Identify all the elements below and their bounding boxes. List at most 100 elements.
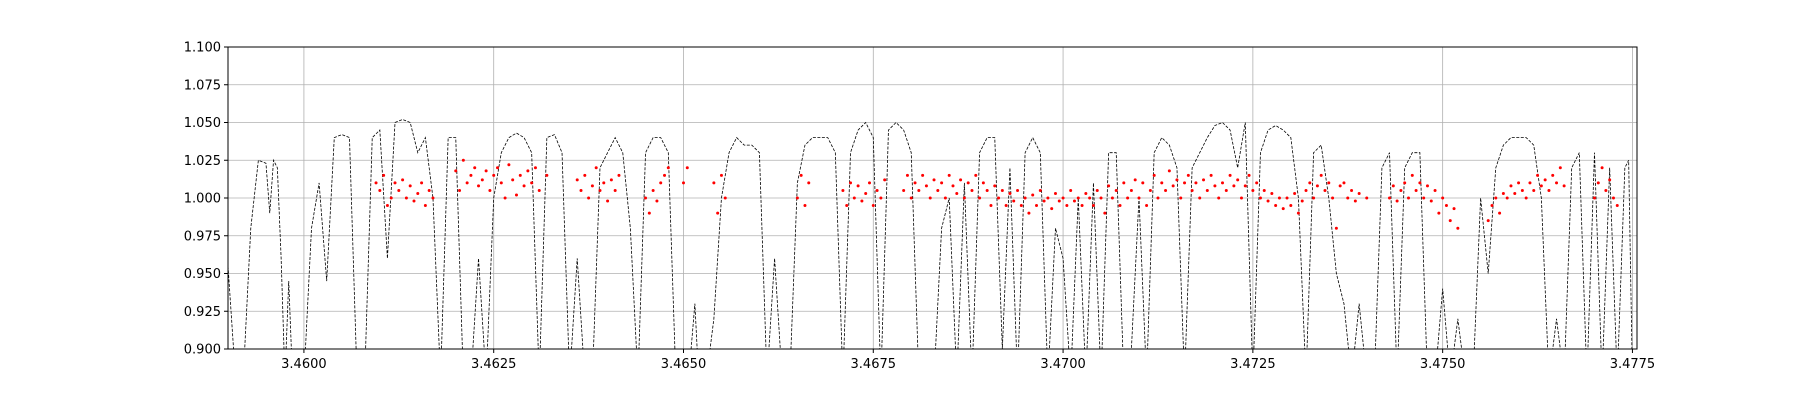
- data-point: [1266, 199, 1270, 203]
- data-point: [530, 181, 534, 185]
- data-point: [1327, 181, 1331, 185]
- data-point: [1274, 204, 1278, 208]
- data-point: [1118, 204, 1122, 208]
- data-point: [921, 173, 925, 177]
- ticks: 0.900 0.925 0.950 0.975 1.000 1.025 1.050 1.075…: [184, 41, 1655, 373]
- data-point: [852, 196, 856, 200]
- data-point: [511, 178, 515, 182]
- data-point: [1547, 188, 1551, 192]
- data-point: [609, 178, 613, 182]
- data-point: [484, 169, 488, 173]
- data-point: [1103, 211, 1107, 215]
- data-point: [503, 196, 507, 200]
- data-point: [845, 204, 849, 208]
- data-point: [932, 178, 936, 182]
- data-point: [909, 196, 913, 200]
- data-point: [416, 191, 420, 195]
- y-tick-label: 0.900: [184, 343, 221, 358]
- data-point: [1202, 178, 1206, 182]
- data-point: [666, 166, 670, 170]
- data-point: [423, 204, 427, 208]
- data-point: [1099, 196, 1103, 200]
- data-point: [1065, 204, 1069, 208]
- data-point: [1357, 191, 1361, 195]
- data-point: [712, 181, 716, 185]
- y-tick-label: 1.075: [184, 78, 221, 93]
- data-point: [1331, 196, 1335, 200]
- data-point: [905, 173, 909, 177]
- data-point: [1224, 188, 1228, 192]
- data-point: [1167, 169, 1171, 173]
- data-point: [1615, 204, 1619, 208]
- data-point: [1429, 199, 1433, 203]
- data-point: [1137, 196, 1141, 200]
- data-point: [587, 196, 591, 200]
- data-point: [1228, 173, 1232, 177]
- data-point: [1441, 196, 1445, 200]
- y-tick-label: 0.925: [184, 305, 221, 320]
- data-point: [1505, 196, 1509, 200]
- data-point: [1080, 204, 1084, 208]
- data-point: [1600, 166, 1604, 170]
- data-point: [883, 178, 887, 182]
- data-point: [496, 166, 500, 170]
- data-point: [488, 188, 492, 192]
- data-point: [492, 173, 496, 177]
- data-point: [1558, 166, 1562, 170]
- data-point: [397, 188, 401, 192]
- data-point: [974, 173, 978, 177]
- data-point: [1399, 188, 1403, 192]
- data-point: [1388, 196, 1392, 200]
- data-point: [378, 188, 382, 192]
- data-point: [1205, 188, 1209, 192]
- data-point: [1164, 188, 1168, 192]
- data-point: [1035, 204, 1039, 208]
- data-point: [598, 188, 602, 192]
- data-point: [579, 188, 583, 192]
- data-point: [681, 181, 685, 185]
- data-point: [583, 173, 587, 177]
- data-point: [1315, 184, 1319, 188]
- data-point: [537, 188, 541, 192]
- data-point: [924, 184, 928, 188]
- y-tick-label: 1.025: [184, 154, 221, 169]
- data-point: [849, 181, 853, 185]
- x-tick-label: 3.4600: [281, 357, 327, 372]
- data-point: [477, 184, 481, 188]
- data-point: [1209, 173, 1213, 177]
- data-point: [993, 184, 997, 188]
- data-point: [1513, 191, 1517, 195]
- data-point: [1608, 178, 1612, 182]
- x-tick-label: 3.4700: [1040, 357, 1086, 372]
- data-point: [871, 204, 875, 208]
- data-point: [1061, 196, 1065, 200]
- data-point: [1490, 204, 1494, 208]
- data-point: [1524, 196, 1528, 200]
- data-point: [943, 196, 947, 200]
- data-point: [1076, 196, 1080, 200]
- data-point: [1501, 191, 1505, 195]
- data-point: [404, 196, 408, 200]
- data-point: [1539, 184, 1543, 188]
- data-point: [385, 204, 389, 208]
- data-point: [1156, 196, 1160, 200]
- y-tick-label: 1.050: [184, 116, 221, 131]
- data-point: [1183, 181, 1187, 185]
- data-point: [1293, 191, 1297, 195]
- data-point: [545, 173, 549, 177]
- data-point: [879, 196, 883, 200]
- data-point: [856, 184, 860, 188]
- data-point: [1012, 199, 1016, 203]
- data-point: [465, 181, 469, 185]
- data-point: [1084, 191, 1088, 195]
- data-point: [997, 196, 1001, 200]
- data-point: [412, 199, 416, 203]
- data-point: [1152, 173, 1156, 177]
- data-point: [1114, 188, 1118, 192]
- data-point: [1323, 188, 1327, 192]
- data-point: [1342, 181, 1346, 185]
- data-point: [1122, 181, 1126, 185]
- data-point: [1190, 188, 1194, 192]
- data-point: [427, 188, 431, 192]
- data-point: [1031, 193, 1035, 197]
